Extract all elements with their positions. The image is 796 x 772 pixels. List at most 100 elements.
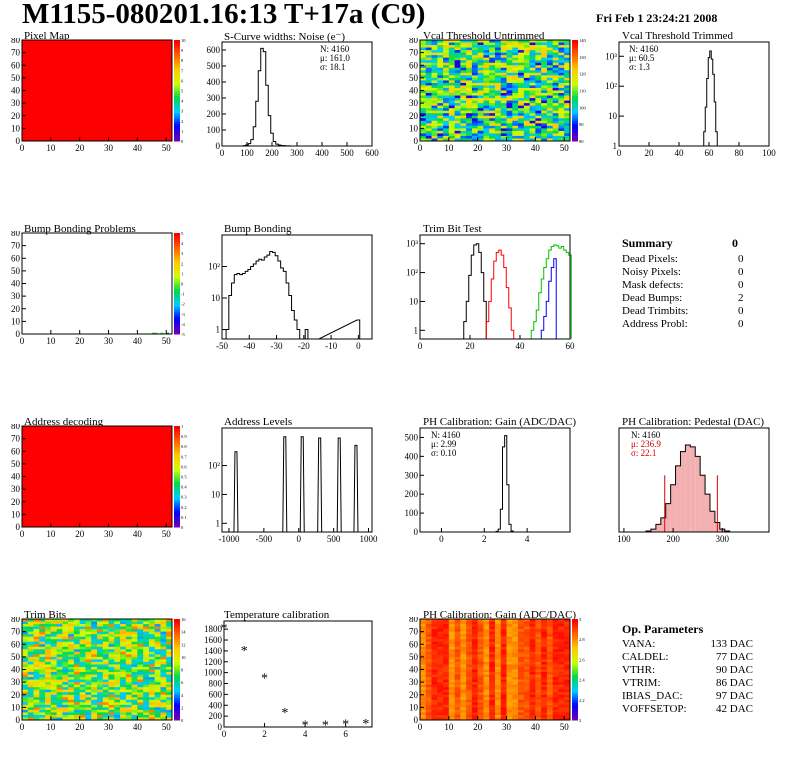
heatmap-cell [529,135,536,139]
heatmap-cell [495,679,502,683]
heatmap-cell [437,110,444,114]
heatmap-cell [512,93,519,96]
heatmap-cell [535,651,542,655]
heatmap-cell [420,682,427,686]
heatmap-cell [56,634,63,638]
heatmap-cell [62,621,69,625]
heatmap-cell [91,682,98,686]
heatmap-cell [552,654,559,658]
y-tick-label: 200 [207,109,221,119]
heatmap-cell [56,636,63,640]
heatmap-cell [137,699,144,703]
heatmap-cell [420,67,427,71]
heatmap-cell [50,634,58,638]
heatmap-cell [495,115,502,119]
heatmap-cell [558,52,565,56]
histogram-series-blue [538,258,557,340]
heatmap-cell [506,654,513,658]
heatmap-cell [523,684,531,688]
heatmap-cell [500,654,507,658]
heatmap-cell [125,697,133,701]
heatmap-cell [477,619,484,622]
heatmap-cell [500,687,507,691]
heatmap-cell [466,666,473,670]
heatmap-cell [506,47,513,51]
heatmap-cell [552,67,559,71]
heatmap-cell [529,85,536,89]
heatmap-cell [512,120,519,124]
heatmap-cell [97,619,104,622]
heatmap-cell [431,717,438,721]
heatmap-cell [535,682,542,686]
heatmap-cell [460,626,467,630]
heatmap-cell [443,120,450,124]
heatmap-cell [506,90,513,94]
heatmap-cell [120,636,127,640]
heatmap-cell [437,656,444,660]
heatmap-cell [454,666,461,670]
heatmap-cell [166,666,173,670]
heatmap-cell [39,644,46,648]
heatmap-cell [460,103,467,107]
heatmap-cell [85,712,92,716]
heatmap-cell [443,692,450,696]
heatmap-cell [50,682,58,686]
heatmap-cell [564,689,571,693]
heatmap-cell [518,641,525,645]
heatmap-cell [448,65,456,69]
heatmap-cell [466,98,473,101]
y-tick-label: 40 [409,665,419,675]
heatmap-cell [471,674,479,678]
heatmap-cell [512,694,519,698]
heatmap-cell [39,704,46,708]
heatmap-cell [443,661,450,665]
heatmap-cell [137,707,144,711]
heatmap-cell [541,646,548,650]
heatmap-cell [483,651,490,655]
heatmap-cell [437,674,444,678]
heatmap-cell [523,47,531,51]
heatmap-cell [466,130,473,134]
heatmap-cell [489,52,496,56]
heatmap-cell [420,108,427,112]
heatmap-cell [541,55,548,59]
heatmap-cell [120,656,127,660]
x-tick-label: 40 [133,722,143,732]
heatmap-cell [500,694,507,698]
heatmap-cell [523,697,531,701]
heatmap-cell [437,62,444,66]
heatmap-cell [91,629,98,633]
heatmap-cell [131,661,138,665]
heatmap-cell [62,677,69,680]
palette-swatch [174,135,180,139]
y-tick-label: 200 [405,489,419,499]
heatmap-cell [114,629,121,633]
y-tick-label: 1 [216,518,221,528]
heatmap-cell [125,707,133,711]
heatmap-cell [160,661,167,665]
heatmap-cell [448,674,456,678]
palette-swatch [572,654,578,658]
heatmap-cell [125,674,133,678]
heatmap-cell [506,714,513,718]
heatmap-cell [500,661,507,665]
x-tick-label: 20 [473,722,483,732]
heatmap-cell [39,666,46,670]
heatmap-cell [477,60,484,64]
heatmap-cell [552,709,559,713]
histogram-bar [690,446,696,532]
heatmap-cell [154,661,161,665]
heatmap-cell [27,626,34,630]
summary-row: Dead Bumps: 2 [622,292,752,305]
heatmap-cell [448,717,456,721]
heatmap-cell [114,631,121,635]
heatmap-cell [33,624,40,627]
heatmap-cell [79,684,86,688]
heatmap-cell [39,677,46,680]
heatmap-cell [477,702,484,706]
x-tick-label: 600 [365,148,379,158]
heatmap-cell [489,679,496,683]
heatmap-cell [466,692,473,696]
heatmap-cell [39,682,46,686]
x-tick-label: 20 [473,143,483,153]
